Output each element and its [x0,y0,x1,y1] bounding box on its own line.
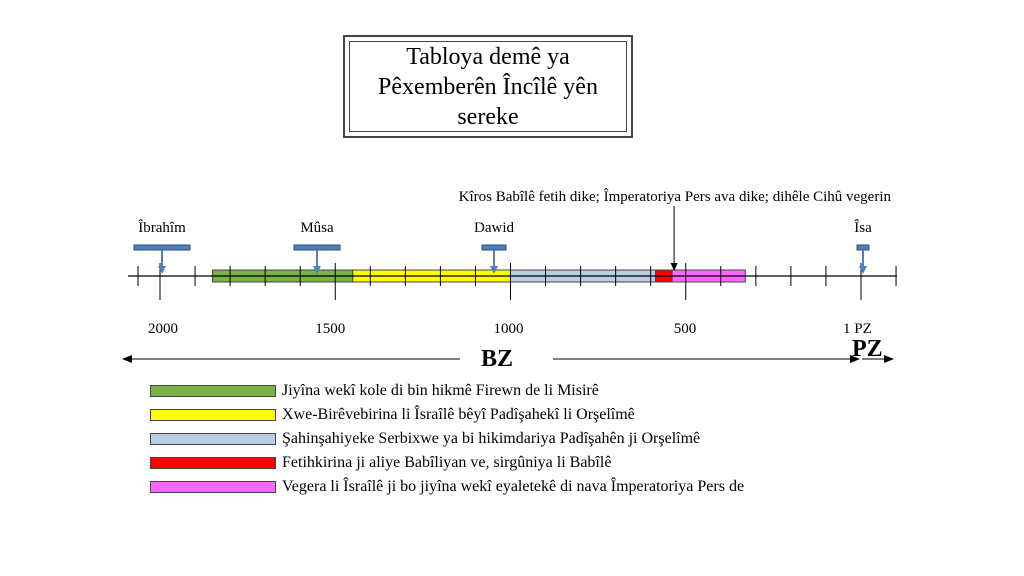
axis-label-1500: 1500 [315,321,345,337]
marker-arrowhead [158,266,166,274]
marker-arrowhead [859,266,867,274]
legend-swatch [150,481,276,493]
legend-label: Fetihkirina ji aliye Babîliyan ve, sirgû… [282,454,612,471]
prophet-name: Dawid [474,220,514,236]
legend-label: Xwe-Birêvebirina li Îsraîlê bêyî Padîşah… [282,406,635,423]
legend-swatch [150,433,276,445]
axis-label-500: 500 [674,321,697,337]
prophet-name: Îbrahîm [138,219,186,236]
title-box: Tabloya demê ya Pêxemberên Încîlê yên se… [343,35,633,138]
legend-swatch [150,385,276,397]
prophet-marker-4: Îsa [854,219,872,274]
bc-arrowhead-right [850,355,860,363]
prophet-marker-1: Îbrahîm [133,219,191,274]
prophet-name: Mûsa [300,220,334,236]
event-note: Kîros Babîlê fetih dike; Împeratoriya Pe… [459,188,892,205]
event-arrow-head [670,263,678,271]
marker-bar [856,244,870,251]
prophet-marker-3: Dawid [474,220,514,274]
axis-label-2000: 2000 [148,321,178,337]
page-title: Tabloya demê ya Pêxemberên Încîlê yên se… [378,43,598,130]
prophet-name: Îsa [854,219,872,236]
prophet-marker-2: Mûsa [293,220,341,274]
ad-arrowhead [884,355,894,363]
legend-swatch [150,409,276,421]
marker-arrowhead [490,266,498,274]
bc-arrowhead-left [122,355,132,363]
era-label-bc: BZ [481,346,513,372]
legend-label: Vegera li Îsraîlê ji bo jiyîna wekî eyal… [282,478,745,495]
legend-label: Şahinşahiyeke Serbixwe ya bi hikimdariya… [282,430,701,447]
axis-label-1000: 1000 [494,321,524,337]
title-box-inner: Tabloya demê ya Pêxemberên Încîlê yên se… [349,41,627,132]
axis-label-1-PZ: 1 PZ [843,321,872,337]
marker-bar [133,244,191,251]
marker-bar [481,244,507,251]
legend-swatch [150,457,276,469]
marker-arrowhead [313,266,321,274]
legend-label: Jiyîna wekî kole di bin hikmê Firewn de … [282,382,599,399]
era-label-ad: PZ [852,336,883,362]
marker-bar [293,244,341,251]
